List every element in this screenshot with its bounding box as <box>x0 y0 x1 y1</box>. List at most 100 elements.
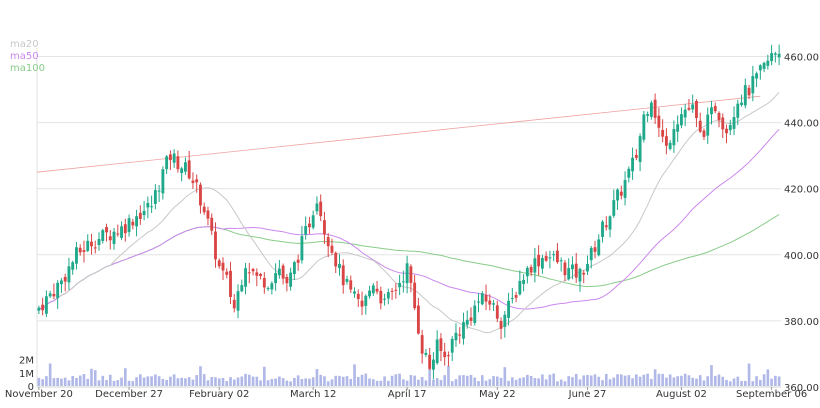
candle-body-173 <box>687 107 691 110</box>
candle-body-71 <box>304 226 308 235</box>
candle-body-74 <box>315 203 319 212</box>
candle-body-129 <box>522 279 526 284</box>
candle-body-80 <box>338 263 341 269</box>
candle-body-63 <box>274 273 278 284</box>
volume-bar-57 <box>251 376 255 386</box>
volume-bar-15 <box>93 370 97 386</box>
volume-bar-185 <box>732 378 736 386</box>
candle-body-177 <box>702 130 706 137</box>
candle-body-168 <box>668 142 672 149</box>
volume-bar-8 <box>67 380 71 386</box>
candle-body-189 <box>747 87 751 96</box>
x-tick-label-4: April 17 <box>388 389 427 400</box>
candle-body-82 <box>345 279 349 282</box>
volume-bar-163 <box>650 378 653 386</box>
candle-body-22 <box>120 226 123 238</box>
volume-bar-66 <box>285 380 289 386</box>
volume-bar-1 <box>41 379 44 386</box>
volume-bar-46 <box>210 377 214 386</box>
candle-body-24 <box>127 218 131 233</box>
volume-bar-116 <box>473 377 477 386</box>
candle-body-101 <box>416 305 420 334</box>
volume-bar-30 <box>150 376 153 386</box>
candle-body-4 <box>52 293 56 297</box>
volume-bar-62 <box>270 378 274 386</box>
candle-body-170 <box>676 124 680 132</box>
candle-body-99 <box>409 266 413 283</box>
volume-bar-134 <box>541 374 544 386</box>
volume-bar-64 <box>278 376 281 386</box>
volume-bar-12 <box>82 374 86 386</box>
candle-body-18 <box>105 227 108 233</box>
candle-body-91 <box>379 290 383 304</box>
volume-bar-129 <box>522 377 525 386</box>
volume-bar-73 <box>311 377 315 386</box>
volume-bar-132 <box>533 378 537 386</box>
candle-body-138 <box>555 250 559 263</box>
volume-bar-69 <box>296 375 300 386</box>
candle-body-148 <box>593 247 597 252</box>
volume-bar-52 <box>232 379 236 386</box>
volume-bar-28 <box>142 377 146 386</box>
candle-body-34 <box>165 156 169 170</box>
candle-body-175 <box>695 100 698 119</box>
volume-bar-60 <box>263 366 266 386</box>
candle-body-48 <box>217 260 221 267</box>
volume-tick-label-1: 1M <box>19 369 34 380</box>
volume-bar-93 <box>387 380 390 386</box>
candle-body-131 <box>529 266 533 273</box>
volume-bar-18 <box>105 380 108 386</box>
candle-body-15 <box>93 247 97 249</box>
volume-bar-105 <box>432 379 435 386</box>
candle-body-125 <box>507 300 511 318</box>
candle-body-100 <box>413 282 417 309</box>
candle-body-123 <box>499 321 503 329</box>
volume-bar-120 <box>488 379 492 386</box>
volume-bar-44 <box>202 374 206 386</box>
volume-bar-143 <box>574 373 578 386</box>
volume-bar-186 <box>736 376 740 386</box>
candle-body-88 <box>368 290 371 297</box>
volume-bar-4 <box>52 378 56 386</box>
candle-body-137 <box>552 254 556 256</box>
volume-bar-144 <box>578 379 582 386</box>
candle-body-164 <box>653 99 657 118</box>
candle-body-11 <box>78 247 82 253</box>
candle-body-108 <box>443 351 447 358</box>
volume-bar-109 <box>447 365 450 386</box>
volume-bar-92 <box>383 376 386 386</box>
candle-body-69 <box>296 259 300 263</box>
candle-body-157 <box>627 168 631 178</box>
candle-body-142 <box>571 264 574 270</box>
candle-body-120 <box>488 300 492 305</box>
candle-body-66 <box>285 277 289 284</box>
candle-body-122 <box>495 305 499 319</box>
volume-bar-117 <box>477 381 480 386</box>
candle-body-196 <box>773 53 777 55</box>
volume-bar-147 <box>589 375 593 386</box>
candle-body-110 <box>450 338 454 353</box>
candle-body-107 <box>439 338 443 351</box>
candle-body-192 <box>758 65 762 71</box>
volume-bar-2 <box>45 376 48 386</box>
candle-body-45 <box>206 210 210 219</box>
candle-body-90 <box>375 288 379 292</box>
volume-tick-label-0: 0 <box>28 382 34 393</box>
candle-body-76 <box>323 220 326 235</box>
volume-bar-159 <box>635 374 638 386</box>
volume-bar-162 <box>646 373 649 386</box>
volume-bar-87 <box>364 373 368 386</box>
candle-body-54 <box>240 285 244 292</box>
candle-body-160 <box>638 136 642 162</box>
volume-bar-197 <box>777 376 781 386</box>
candle-body-94 <box>390 290 394 292</box>
volume-bar-72 <box>308 378 311 386</box>
volume-bar-122 <box>495 376 499 386</box>
y-tick-label-0: 360.00 <box>784 383 819 394</box>
candle-body-118 <box>480 293 484 305</box>
candle-body-41 <box>191 180 195 184</box>
volume-bar-56 <box>247 374 251 386</box>
candle-body-60 <box>262 278 266 288</box>
volume-bar-68 <box>293 377 296 386</box>
